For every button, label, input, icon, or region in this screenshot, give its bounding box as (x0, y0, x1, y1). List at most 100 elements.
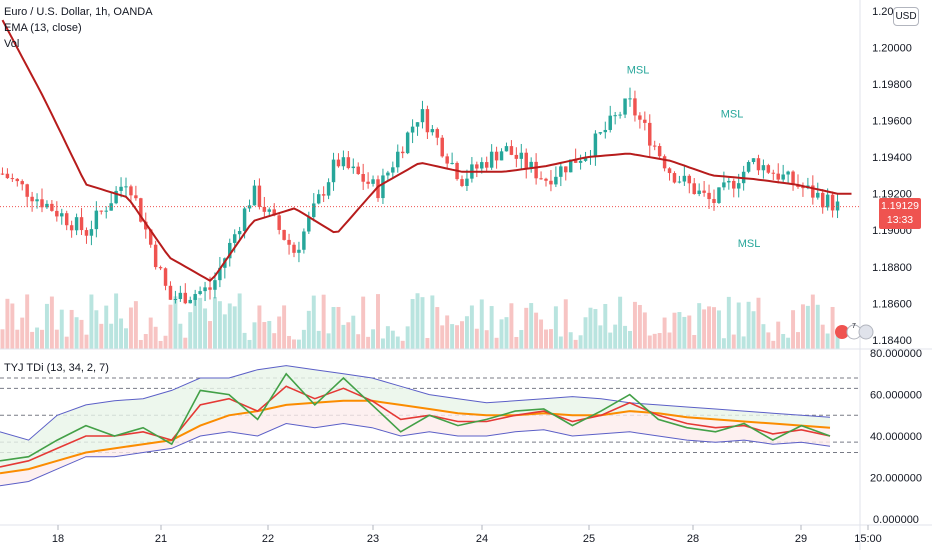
candle-body (193, 294, 197, 300)
volume-bar (652, 333, 657, 349)
candle-body (692, 183, 696, 195)
candle-body (292, 244, 296, 253)
candle-body (158, 267, 163, 269)
volume-bar (168, 304, 173, 349)
candle-body (153, 244, 158, 268)
volume-bar (40, 329, 44, 349)
volume-bar (326, 333, 331, 349)
volume-bar (5, 298, 10, 349)
candle-body (326, 182, 331, 196)
candle-body (816, 192, 820, 198)
tdi-legend[interactable]: TYJ TDi (13, 34, 2, 7) (4, 362, 109, 374)
events-flag-icon[interactable]: 7 (833, 320, 875, 344)
candle-body (55, 210, 59, 217)
volume-bar (296, 339, 301, 349)
candle-body (79, 217, 84, 231)
volume-bar (415, 293, 420, 349)
candle-body (361, 174, 365, 182)
volume-bar (267, 320, 272, 349)
candle-body (564, 166, 568, 173)
candle-body (386, 172, 390, 176)
price-tick-label: 1.19800 (872, 79, 912, 91)
candle-body (465, 178, 469, 186)
candle-body (257, 185, 262, 207)
candle-body (139, 198, 143, 222)
volume-bar (687, 315, 692, 349)
volume-bar (287, 335, 292, 349)
volume-bar (44, 303, 49, 349)
candle-body (376, 179, 380, 199)
volume-bar (820, 324, 825, 349)
volume-bar (563, 299, 568, 349)
candle-body (396, 151, 400, 168)
volume-bar (504, 317, 509, 349)
candle-body (578, 160, 583, 163)
candle-body (203, 287, 207, 292)
msl-label: MSL (627, 64, 650, 76)
candle-body (60, 213, 64, 217)
volume-bar (618, 296, 623, 349)
candle-body (425, 109, 430, 133)
vol-legend[interactable]: Vol (4, 38, 20, 50)
candle-body (766, 165, 771, 173)
ema-legend[interactable]: EMA (13, close) (4, 22, 82, 34)
candle-body (242, 208, 247, 231)
candle-body (148, 229, 153, 245)
candle-body (761, 165, 766, 171)
volume-bar (217, 301, 222, 349)
volume-bar (642, 312, 647, 349)
candle-body (420, 109, 425, 123)
candle-body (623, 98, 627, 115)
volume-bar (390, 330, 395, 349)
symbol-title[interactable]: Euro / U.S. Dollar, 1h, OANDA (4, 6, 153, 18)
volume-bar (306, 310, 311, 349)
time-tick-label: 28 (687, 533, 699, 545)
volume-bar (30, 331, 35, 349)
volume-bar (366, 336, 371, 349)
tdi-lower-fill (0, 400, 830, 486)
msl-label: MSL (721, 108, 744, 120)
volume-bar (667, 332, 672, 349)
price-tick-label: 1.18600 (872, 298, 912, 310)
candle-body (356, 166, 360, 175)
volume-bar (54, 329, 59, 349)
volume-bar (583, 317, 588, 349)
candle-body (307, 217, 311, 232)
candle-body (568, 159, 573, 173)
candle-body (10, 178, 15, 180)
volume-bar (143, 334, 148, 349)
volume-bar (716, 310, 721, 349)
volume-bar (553, 306, 558, 349)
candle-body (381, 175, 385, 199)
candle-body (682, 175, 687, 182)
volume-bar (810, 294, 815, 349)
candle-body (657, 146, 662, 157)
candle-body (371, 179, 375, 184)
candle-body (168, 285, 173, 300)
candle-body (489, 151, 494, 168)
candle-body (277, 215, 281, 230)
volume-bar (10, 303, 15, 349)
volume-bar (188, 312, 193, 349)
volume-bar (697, 303, 702, 349)
candle-body (776, 173, 780, 180)
tdi-signal-line (0, 385, 831, 468)
volume-bar (529, 303, 534, 349)
tdi-tick-label: 0.000000 (873, 514, 919, 526)
volume-bar (499, 319, 504, 349)
time-tick-label: 25 (583, 533, 595, 545)
candle-body (603, 129, 608, 133)
price-tick-label: 1.19400 (872, 152, 912, 164)
candle-body (598, 132, 603, 134)
candle-body (267, 209, 272, 212)
time-tick-label: 21 (155, 533, 167, 545)
last-price-tag: 1.19129 13:33 (879, 198, 921, 229)
candle-body (94, 210, 99, 230)
volume-bar (835, 334, 840, 349)
currency-button[interactable]: USD (893, 7, 919, 26)
volume-bar (603, 303, 608, 349)
candle-body (20, 181, 24, 185)
volume-bar (410, 299, 415, 349)
candle-body (554, 176, 558, 185)
